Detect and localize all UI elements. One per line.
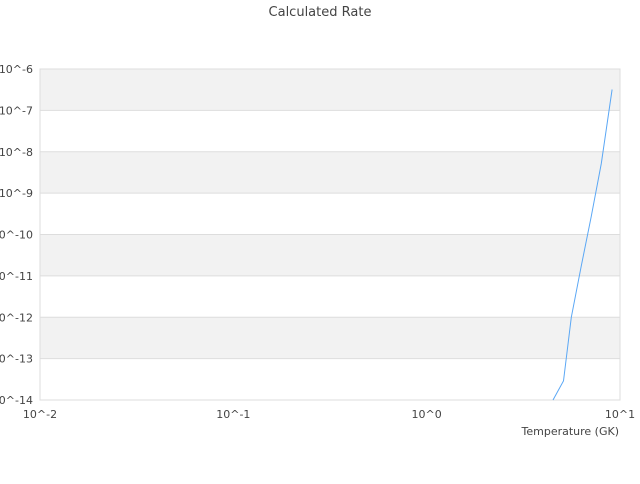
y-tick-label: 10^-12 [0, 311, 33, 324]
chart-title: Calculated Rate [269, 5, 372, 20]
y-tick-label: 10^-7 [0, 104, 33, 117]
y-tick-label: 10^-13 [0, 353, 33, 366]
x-tick-label: 10^0 [412, 408, 442, 421]
y-tick-label: 10^-11 [0, 270, 33, 283]
x-tick-label: 10^-1 [216, 408, 250, 421]
y-tick-label: 10^-9 [0, 187, 33, 200]
grid-band [40, 234, 620, 276]
y-tick-label: 10^-10 [0, 229, 33, 242]
plot-border [39, 68, 621, 401]
series-layer [552, 89, 613, 401]
x-axis-label: Temperature (GK) [521, 425, 620, 438]
x-axis: 10^-2 10^-1 10^0 10^1 [23, 408, 635, 421]
grid-band [40, 317, 620, 359]
x-tick-label: 10^-2 [23, 408, 57, 421]
grid-band [40, 151, 620, 194]
grid-bands [39, 68, 621, 401]
grid-band [40, 358, 620, 400]
grid-band [40, 69, 620, 111]
grid-band [40, 193, 620, 235]
series-line [552, 89, 613, 401]
y-axis: 10^-6 10^-7 10^-8 10^-9 10^-10 10^-11 10^-12 10… [0, 63, 33, 407]
x-tick-label: 10^1 [605, 408, 635, 421]
grid-band [40, 110, 620, 152]
y-tick-label: 10^-14 [0, 394, 33, 407]
grid-band [40, 275, 620, 318]
y-tick-label: 10^-6 [0, 63, 33, 76]
y-tick-label: 10^-8 [0, 146, 33, 159]
